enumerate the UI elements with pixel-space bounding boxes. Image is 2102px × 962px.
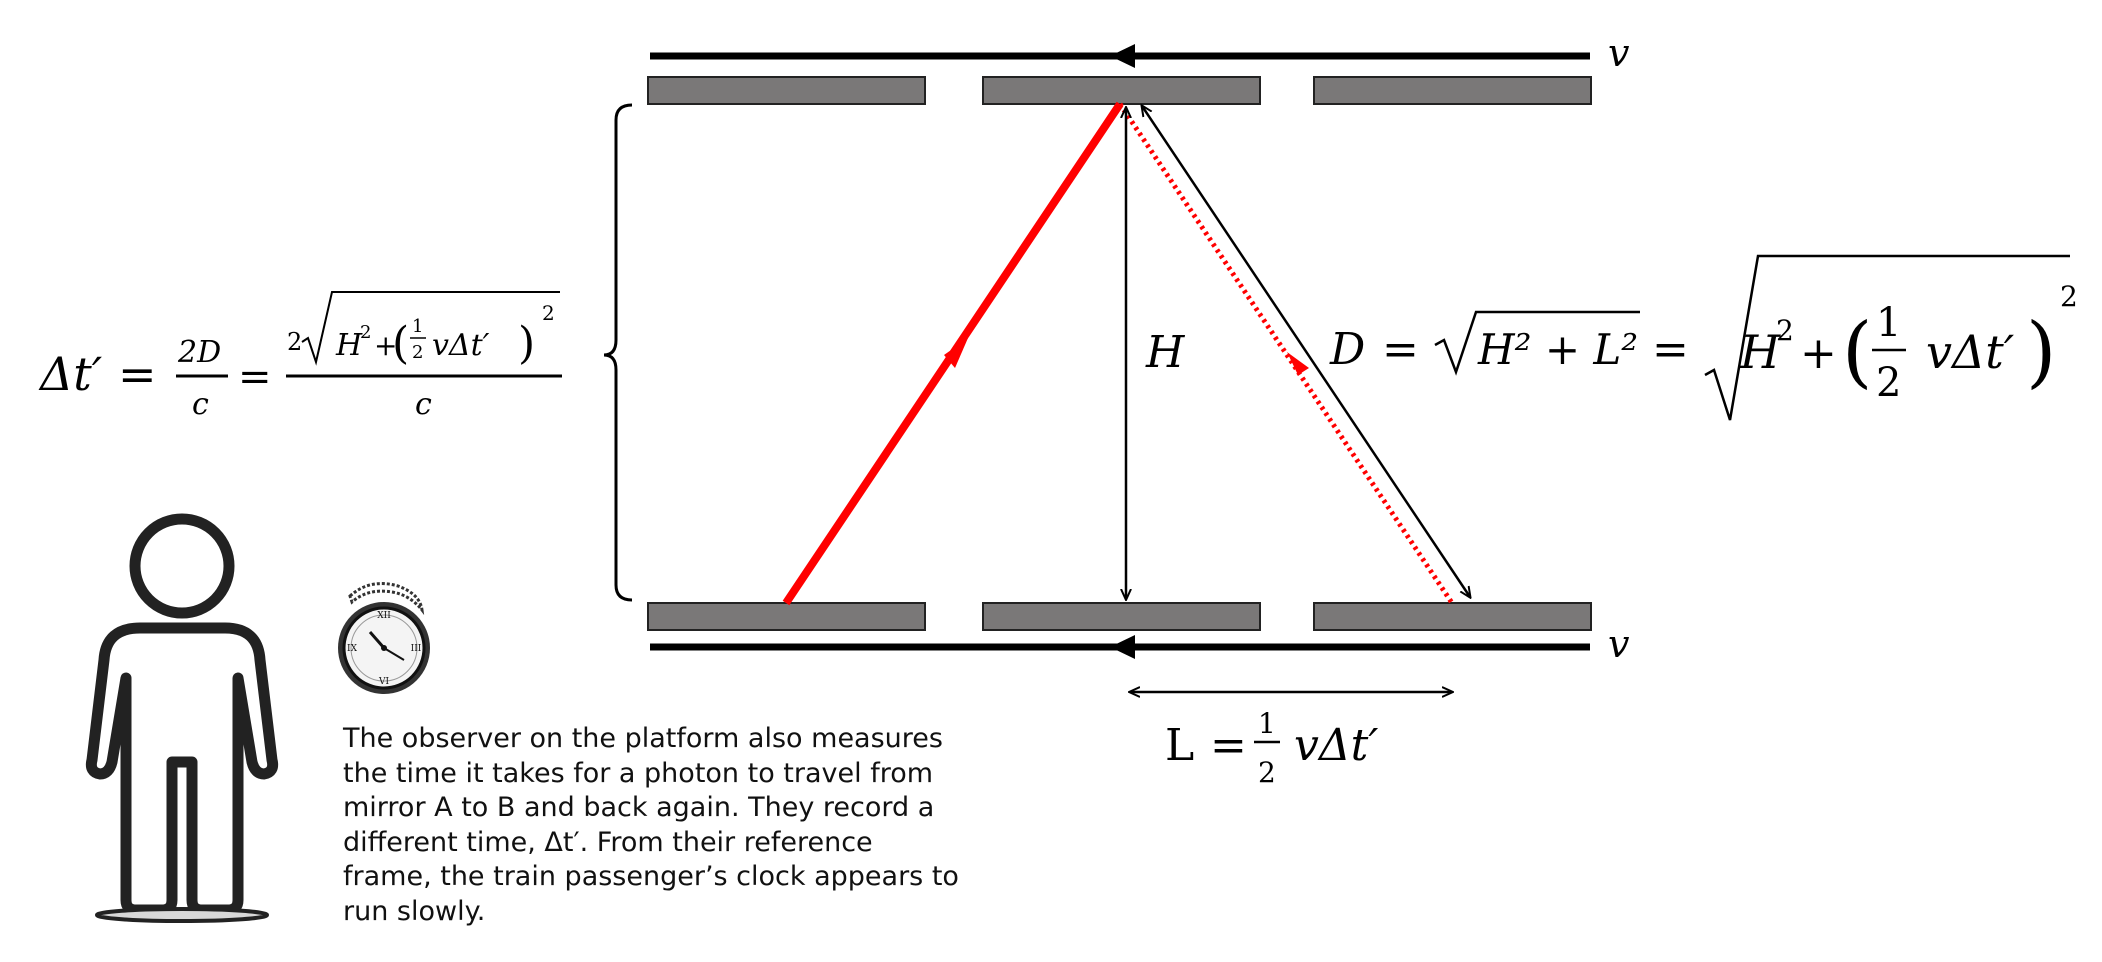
mirror-bottom-2 (982, 602, 1261, 631)
bottom-rail-arrow (1110, 635, 1135, 659)
svg-text:IX: IX (347, 644, 358, 654)
description-line: different time, Δt′. From their referenc… (343, 826, 873, 858)
svg-text:): ) (518, 318, 535, 369)
svg-text:2: 2 (1776, 314, 1794, 347)
pocket-watch-icon: XII VI IX III (338, 582, 430, 694)
svg-text:Δt′: Δt′ (38, 347, 103, 401)
svg-text:): ) (2026, 307, 2056, 397)
description-line: mirror A to B and back again. They recor… (343, 792, 935, 823)
top-rail-arrow (1110, 44, 1135, 68)
svg-text:=: = (118, 347, 157, 401)
svg-text:2: 2 (287, 328, 302, 356)
svg-text:2: 2 (412, 342, 423, 363)
svg-text:(: ( (392, 318, 409, 369)
time-formula: Δt′ = 2D c = 2 H 2 + ( 1 2 vΔt′ ) 2 c (38, 291, 562, 422)
svg-text:c: c (415, 387, 432, 422)
svg-text:+: + (374, 329, 397, 362)
description-line: the time it takes for a photon to travel… (343, 757, 934, 789)
svg-text:1: 1 (1258, 707, 1276, 740)
svg-text:2: 2 (542, 301, 555, 325)
description-line: frame, the train passenger’s clock appea… (343, 861, 959, 892)
svg-text:=: = (1652, 324, 1689, 375)
svg-text:c: c (192, 387, 209, 422)
mirror-bottom-1 (647, 602, 926, 631)
svg-text:vΔt′: vΔt′ (1294, 720, 1378, 771)
svg-text:=: = (238, 354, 272, 400)
svg-text:=: = (1210, 720, 1247, 771)
mirror-bottom-3 (1313, 602, 1592, 631)
svg-text:2: 2 (1258, 756, 1276, 789)
description-text: The observer on the platform also measur… (343, 722, 963, 929)
v-label-bottom: v (1608, 622, 1630, 666)
svg-text:vΔt′: vΔt′ (432, 328, 490, 363)
photon-arrow-dotted (1287, 352, 1309, 375)
height-label: H (1145, 327, 1186, 378)
svg-text:III: III (411, 644, 422, 654)
person-icon (85, 513, 279, 923)
svg-text:+: + (1800, 328, 1837, 379)
svg-text:2D: 2D (177, 335, 221, 370)
length-formula: L = 1 2 vΔt′ (1165, 707, 1378, 789)
mirror-top-2 (982, 76, 1261, 105)
svg-text:(: ( (1842, 307, 1872, 397)
curly-bracket (603, 103, 633, 602)
svg-text:=: = (1382, 324, 1419, 375)
svg-text:H: H (335, 328, 363, 363)
svg-text:2: 2 (360, 322, 371, 343)
description-line: The observer on the platform also measur… (343, 723, 943, 754)
svg-text:VI: VI (378, 677, 389, 687)
svg-text:1: 1 (412, 316, 423, 337)
svg-text:2: 2 (1876, 360, 1901, 406)
svg-text:H: H (1739, 325, 1781, 379)
description-line: run slowly. (343, 895, 486, 927)
diagonal-arrow-reverse (1142, 106, 1471, 598)
distance-formula: D = H² + L² = H 2 + ( 1 2 vΔt′ ) 2 (1329, 254, 2078, 421)
svg-text:2: 2 (2060, 280, 2078, 313)
svg-text:L: L (1165, 720, 1194, 771)
svg-text:XII: XII (377, 611, 391, 621)
photon-path-dotted (1117, 102, 1455, 605)
mirror-top-3 (1313, 76, 1592, 105)
svg-text:1: 1 (1876, 300, 1901, 346)
mirror-top-1 (647, 76, 926, 105)
v-label-top: v (1608, 31, 1630, 75)
svg-text:D: D (1329, 324, 1365, 375)
photon-arrow-solid (944, 338, 968, 368)
svg-text:vΔt′: vΔt′ (1926, 325, 2015, 379)
svg-text:H² + L²: H² + L² (1477, 325, 1638, 374)
